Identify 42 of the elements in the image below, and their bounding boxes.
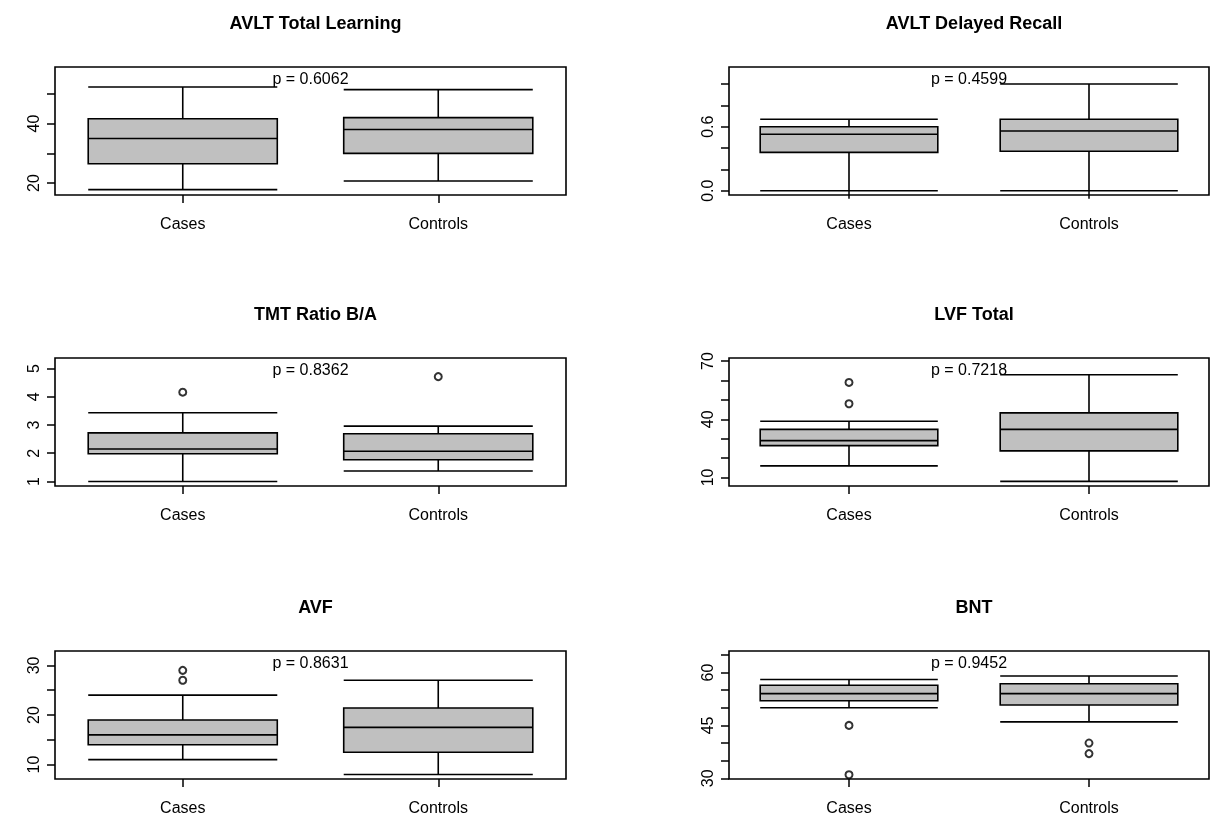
- annotation: p = 0.6062: [272, 69, 349, 87]
- x-tick-label: Controls: [408, 505, 469, 523]
- y-tick-label: 60: [698, 663, 716, 682]
- y-tick-label: 0.0: [698, 179, 716, 202]
- y-tick-label: 45: [698, 716, 716, 735]
- y-tick-label: 3: [24, 420, 42, 430]
- annotation: p = 0.9452: [930, 653, 1008, 671]
- annotation: p = 0.8362: [272, 360, 349, 378]
- y-tick-label: 70: [698, 352, 716, 370]
- y-tick-label: 5: [24, 363, 42, 373]
- annotation: p = 0.7218: [930, 360, 1008, 378]
- x-tick-label: Controls: [408, 214, 469, 232]
- y-tick-label: 30: [698, 769, 716, 788]
- chart-title: AVLT Total Learning: [229, 13, 402, 33]
- y-tick-label: 10: [698, 468, 716, 487]
- annotation: p = 0.8631: [272, 653, 349, 671]
- y-tick-label: 10: [24, 755, 42, 774]
- x-tick-label: Controls: [1059, 505, 1119, 523]
- x-tick-label: Cases: [826, 505, 872, 523]
- chart-title: LVF Total: [934, 304, 1014, 324]
- y-tick-label: 0.6: [698, 115, 716, 138]
- y-tick-label: 20: [24, 174, 42, 192]
- y-tick-label: 40: [24, 114, 42, 133]
- annotation: p = 0.4599: [930, 69, 1008, 87]
- chart-title: BNT: [955, 597, 993, 617]
- chart-title: AVF: [298, 597, 333, 617]
- x-tick-label: Cases: [160, 798, 206, 816]
- chart-title: TMT Ratio B/A: [254, 304, 377, 324]
- x-tick-label: Cases: [826, 798, 872, 816]
- x-tick-label: Cases: [160, 505, 206, 523]
- x-tick-label: Controls: [1059, 214, 1119, 232]
- y-tick-label: 4: [24, 392, 42, 402]
- chart-title: AVLT Delayed Recall: [885, 13, 1063, 33]
- y-tick-label: 20: [24, 706, 42, 724]
- y-tick-label: 2: [24, 448, 42, 458]
- x-tick-label: Cases: [826, 214, 872, 232]
- y-tick-label: 30: [24, 656, 42, 675]
- x-tick-label: Cases: [160, 214, 206, 232]
- y-tick-label: 1: [24, 476, 42, 486]
- x-tick-label: Controls: [1059, 798, 1119, 816]
- x-tick-label: Controls: [408, 798, 469, 816]
- y-tick-label: 40: [698, 410, 716, 429]
